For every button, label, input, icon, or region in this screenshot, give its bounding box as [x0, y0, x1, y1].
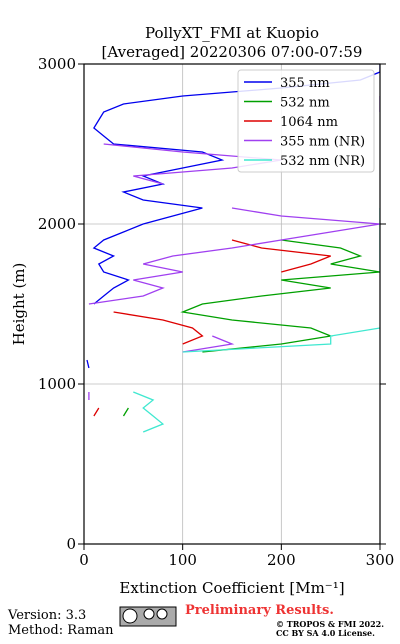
y-axis-label: Height (m) — [10, 263, 28, 346]
method: Method: Raman — [8, 623, 114, 638]
y-tick-label: 3000 — [38, 55, 76, 73]
license: CC BY SA 4.0 License. — [276, 628, 375, 638]
profile-line — [88, 96, 380, 400]
legend-label: 1064 nm — [280, 115, 338, 130]
legend-label: 355 nm — [280, 76, 330, 91]
copyright: © TROPOS & FMI 2022. — [276, 619, 384, 629]
legend-label: 532 nm — [280, 96, 330, 111]
y-tick-label: 2000 — [38, 215, 76, 233]
legend-label: 532 nm (NR) — [280, 154, 365, 169]
preliminary: Preliminary Results. — [185, 603, 334, 618]
x-tick-label: 100 — [168, 551, 197, 569]
x-tick-label: 200 — [267, 551, 296, 569]
x-axis-label: Extinction Coefficient [Mm⁻¹] — [119, 579, 344, 597]
y-tick-label: 0 — [66, 535, 76, 553]
legend-box — [237, 69, 375, 173]
plot-lines — [86, 64, 380, 433]
profile-line — [133, 208, 380, 433]
profile-line — [122, 239, 380, 417]
legend: 355 nm 532 nm 1064 nm 355 nm (NR) 532 nm (NR… — [237, 69, 375, 173]
profile-line — [93, 239, 331, 417]
version: Version: 3.3 — [7, 608, 86, 623]
legend-label: 355 nm (NR) — [280, 135, 365, 150]
chart-title: PollyXT_FMI at Kuopio — [145, 24, 319, 42]
x-tick-label: 300 — [366, 551, 395, 569]
plot-frame — [83, 63, 381, 545]
cc-logo — [119, 606, 177, 627]
chart-subtitle: [Averaged] 20220306 07:00-07:59 — [102, 43, 363, 61]
y-tick-label: 1000 — [38, 375, 76, 393]
x-tick-label: 0 — [79, 551, 89, 569]
